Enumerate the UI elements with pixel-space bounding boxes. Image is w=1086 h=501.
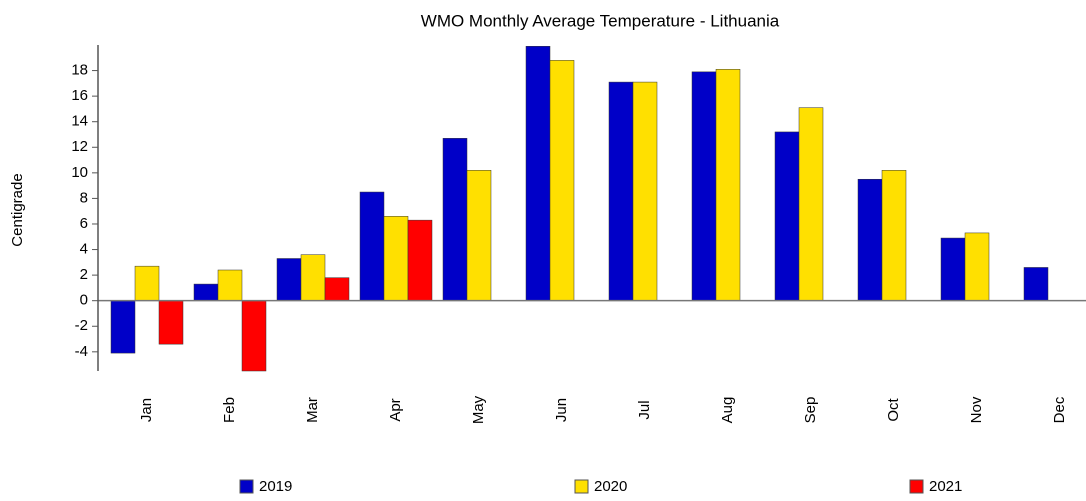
y-tick-label: -2 xyxy=(75,317,88,334)
bar xyxy=(466,170,492,301)
bar xyxy=(964,232,990,301)
bar xyxy=(134,265,160,301)
bar xyxy=(774,131,800,301)
bar xyxy=(324,277,350,301)
bar xyxy=(217,269,243,301)
bar xyxy=(691,71,717,301)
y-tick-label: 10 xyxy=(71,164,88,181)
x-tick-label: May xyxy=(470,395,487,424)
y-tick-label: 4 xyxy=(80,241,88,258)
bar xyxy=(881,170,907,301)
x-tick-label: Jan xyxy=(138,398,155,422)
y-tick-label: -4 xyxy=(75,343,88,360)
legend-label: 2020 xyxy=(594,478,627,495)
legend-swatch xyxy=(574,479,589,494)
y-tick-label: 6 xyxy=(80,215,88,232)
x-tick-label: Oct xyxy=(885,398,902,422)
bar xyxy=(158,300,184,345)
x-tick-label: Dec xyxy=(1051,396,1068,423)
legend-label: 2019 xyxy=(259,478,292,495)
legend-label: 2021 xyxy=(929,478,962,495)
x-tick-label: Feb xyxy=(221,397,238,423)
bar xyxy=(241,300,267,372)
y-tick-label: 18 xyxy=(71,62,88,79)
y-axis-label: Centigrade xyxy=(9,173,26,246)
x-tick-label: Jun xyxy=(553,398,570,422)
bar xyxy=(442,138,468,301)
x-tick-label: Sep xyxy=(802,397,819,424)
x-tick-label: Mar xyxy=(304,397,321,423)
bar xyxy=(549,60,575,301)
bar xyxy=(193,283,219,301)
x-tick-label: Nov xyxy=(968,396,985,423)
bar xyxy=(857,178,883,301)
bar xyxy=(276,258,302,301)
x-tick-label: Apr xyxy=(387,398,404,421)
chart-title: WMO Monthly Average Temperature - Lithua… xyxy=(421,11,780,30)
bar xyxy=(407,219,433,301)
x-tick-label: Jul xyxy=(636,400,653,419)
y-tick-label: 14 xyxy=(71,113,88,130)
x-tick-label: Aug xyxy=(719,397,736,424)
bar xyxy=(525,46,551,301)
bar xyxy=(715,69,741,301)
legend-swatch xyxy=(909,479,924,494)
y-tick-label: 12 xyxy=(71,138,88,155)
y-tick-label: 16 xyxy=(71,87,88,104)
bar xyxy=(798,107,824,301)
bar xyxy=(632,81,658,301)
bar xyxy=(300,254,326,301)
bar xyxy=(359,191,385,301)
bar xyxy=(110,300,136,354)
bar xyxy=(940,237,966,301)
y-tick-label: 8 xyxy=(80,189,88,206)
y-tick-label: 0 xyxy=(80,292,88,309)
legend-swatch xyxy=(239,479,254,494)
bar xyxy=(383,216,409,301)
bar xyxy=(1023,267,1049,301)
bar xyxy=(608,81,634,301)
y-tick-label: 2 xyxy=(80,266,88,283)
